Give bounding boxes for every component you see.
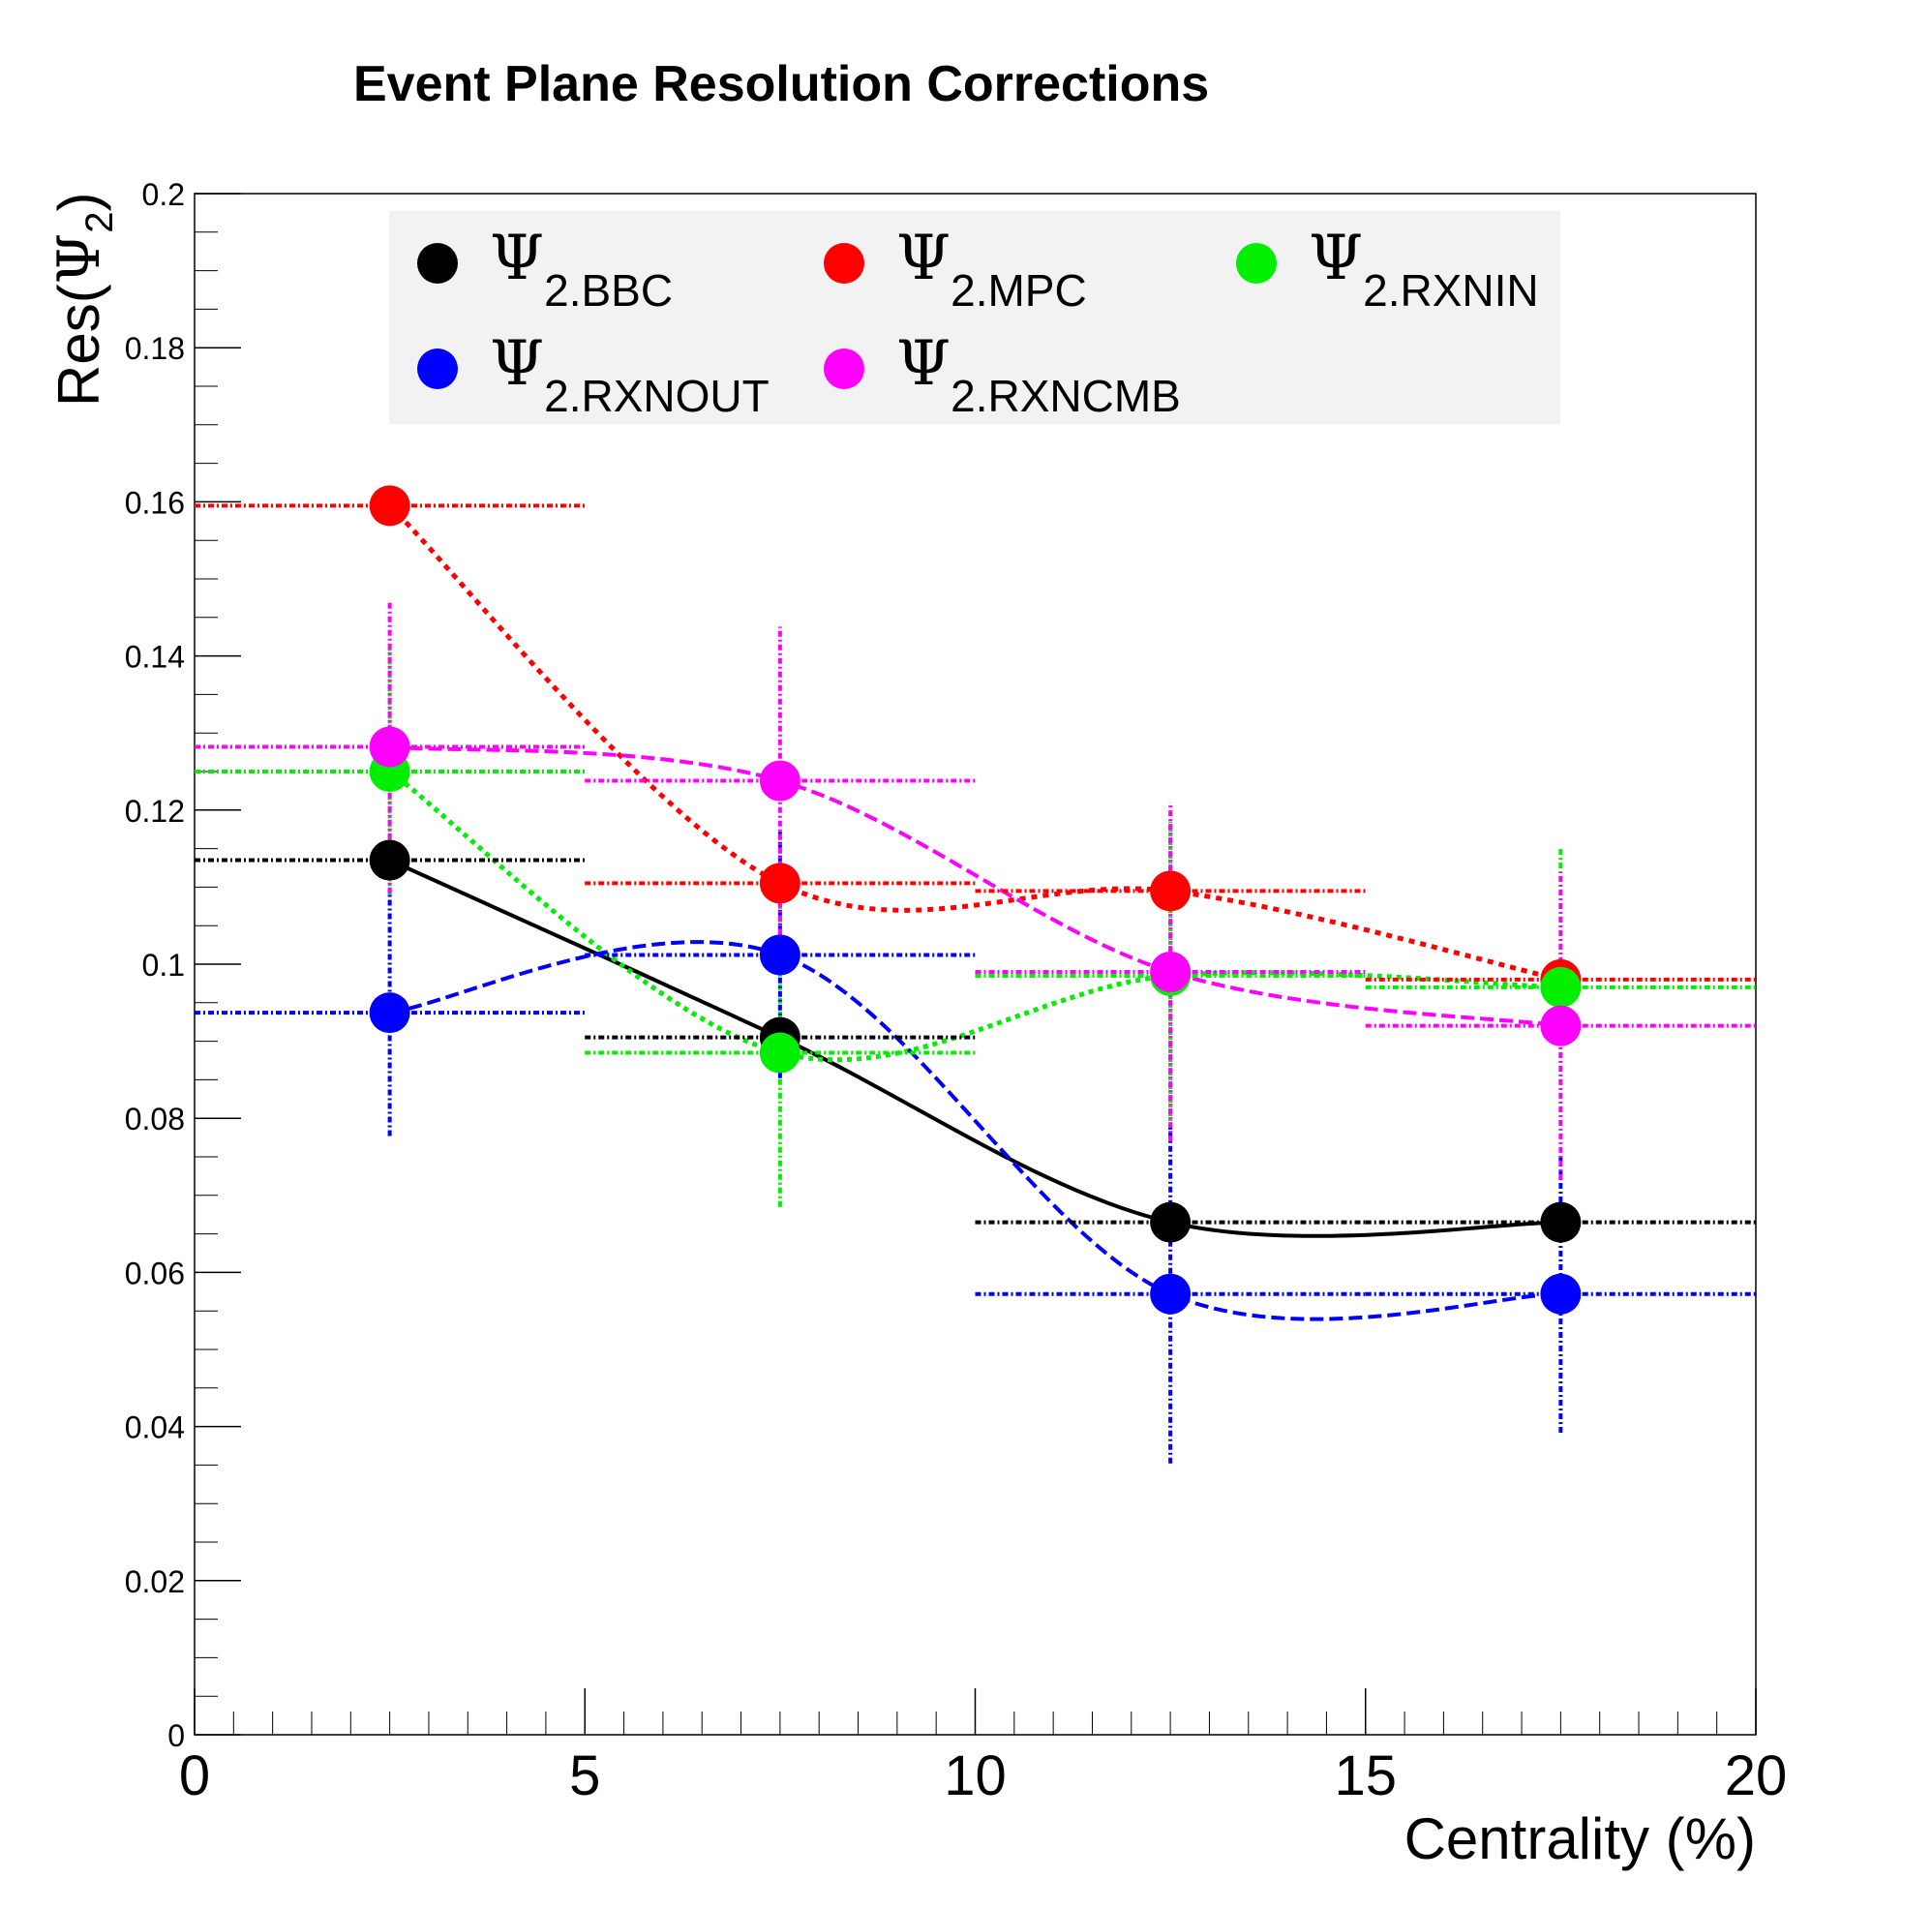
legend-marker-rxncmb [824, 348, 864, 389]
y-tick-label: 0.04 [125, 1410, 185, 1445]
plot-frame [194, 193, 1757, 1736]
data-point-rxnout [1150, 1273, 1192, 1315]
legend-label-rxnout: Ψ2.RXNOUT [490, 328, 770, 421]
legend-item-rxncmb: Ψ2.RXNCMB [824, 328, 1181, 421]
data-point-mpc [369, 485, 410, 527]
legend-marker-bbc [417, 243, 458, 284]
legend-label-bbc: Ψ2.BBC [490, 223, 673, 316]
data-point-rxnout [1540, 1273, 1582, 1315]
y-tick-label: 0 [167, 1718, 185, 1753]
y-axis-label-sub: 2 [78, 211, 121, 232]
data-point-rxncmb [369, 726, 410, 768]
series-curve-mpc [387, 503, 1561, 983]
series-curve-rxnin [388, 769, 1561, 1063]
chart-title: Event Plane Resolution Corrections [353, 56, 1209, 112]
data-point-rxncmb [1150, 951, 1192, 992]
legend-item-mpc: Ψ2.MPC [824, 223, 1087, 316]
legend-marker-rxnout [417, 348, 458, 389]
y-tick-label: 0.02 [125, 1564, 185, 1599]
svg-text:Res(Ψ2): Res(Ψ2) [45, 192, 121, 407]
y-axis-label: Res(Ψ2) [45, 192, 121, 407]
series-curve-rxncmb [389, 744, 1561, 1028]
data-point-rxncmb [1540, 1005, 1582, 1046]
data-point-bbc [1540, 1201, 1582, 1243]
legend-label-rxnin: Ψ2.RXNIN [1309, 223, 1539, 316]
y-tick-label: 0.1 [142, 948, 185, 983]
y-axis-label-main: Res( [46, 284, 111, 407]
legend-marker-rxnin [1236, 243, 1277, 284]
x-tick-label: 10 [944, 1744, 1007, 1807]
x-axis-label: Centrality (%) [1404, 1806, 1756, 1871]
y-tick-label: 0.14 [125, 640, 185, 675]
data-point-bbc [1150, 1201, 1192, 1243]
data-point-rxnout [759, 934, 800, 976]
data-point-bbc [369, 839, 410, 881]
data-point-rxnin [759, 1032, 800, 1074]
legend-label-mpc: Ψ2.MPC [896, 223, 1087, 316]
y-axis-label-symbol: Ψ [45, 233, 113, 285]
legend-item-bbc: Ψ2.BBC [417, 223, 673, 316]
data-point-mpc [1150, 870, 1192, 912]
y-axis-label-close: ) [46, 192, 111, 211]
legend-marker-mpc [824, 243, 864, 284]
legend-label-rxncmb: Ψ2.RXNCMB [896, 328, 1181, 421]
legend-box [389, 211, 1560, 424]
legend-item-rxnout: Ψ2.RXNOUT [417, 328, 770, 421]
y-tick-label: 0.06 [125, 1256, 185, 1290]
data-point-rxnin [1540, 966, 1582, 1008]
y-tick-label: 0.18 [125, 331, 185, 366]
series-curve-rxnout [389, 940, 1561, 1321]
legend: Ψ2.BBC Ψ2.MPC Ψ2.RXNIN Ψ2.RXNOUT Ψ2.RXNCMB [389, 211, 1560, 424]
data-point-mpc [759, 863, 800, 904]
x-tick-label: 5 [569, 1744, 600, 1807]
data-point-rxnout [369, 992, 410, 1034]
y-tick-label: 0.08 [125, 1102, 185, 1136]
legend-item-rxnin: Ψ2.RXNIN [1236, 223, 1539, 316]
series-curve-bbc [388, 858, 1561, 1238]
x-tick-label: 15 [1334, 1744, 1397, 1807]
y-tick-label: 0.12 [125, 794, 185, 829]
y-tick-label: 0.2 [142, 177, 185, 212]
data-point-rxncmb [759, 760, 800, 802]
x-tick-label: 20 [1725, 1744, 1788, 1807]
y-tick-label: 0.16 [125, 485, 185, 520]
x-tick-label: 0 [179, 1744, 210, 1807]
